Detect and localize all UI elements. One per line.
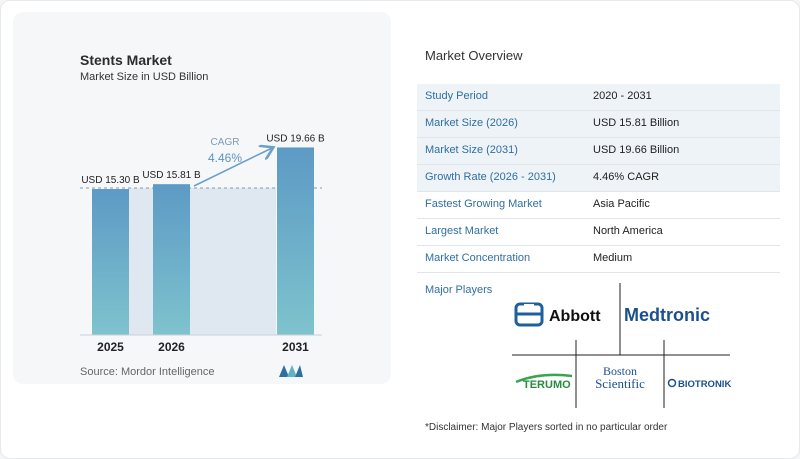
overview-value: 4.46% CAGR	[593, 171, 660, 183]
disclaimer-text: *Disclaimer: Major Players sorted in no …	[425, 422, 668, 433]
bar-chart: USD 15.30 B USD 15.81 B USD 19.66 B 2025 20…	[80, 133, 325, 354]
overview-row-largest-market: Largest Market North America	[417, 219, 780, 246]
cagr-label: CAGR	[211, 137, 240, 148]
bar-2026	[153, 184, 190, 335]
chart-source: Source: Mordor Intelligence	[80, 366, 215, 378]
bar-value-label: USD 15.81 B	[142, 170, 201, 181]
cagr-arrow	[193, 148, 272, 187]
overview-row-market-size-2031: Market Size (2031) USD 19.66 Billion	[417, 138, 780, 165]
overview-value: USD 19.66 Billion	[593, 144, 680, 156]
overview-row-market-size-2026: Market Size (2026) USD 15.81 Billion	[417, 111, 780, 138]
overview-row-fastest-growing: Fastest Growing Market Asia Pacific	[417, 192, 780, 219]
bar-2025	[92, 189, 129, 335]
bar-value-label: USD 19.66 B	[266, 133, 325, 144]
overview-value: North America	[593, 225, 663, 237]
x-tick-label: 2026	[158, 340, 185, 354]
overview-label: Market Size (2031)	[425, 144, 518, 156]
overview-title: Market Overview	[425, 48, 523, 63]
x-tick-label: 2025	[97, 340, 124, 354]
bar-2031	[277, 147, 314, 335]
overview-label: Fastest Growing Market	[425, 198, 542, 210]
overview-row-study-period: Study Period 2020 - 2031	[417, 84, 780, 111]
growth-band	[128, 188, 276, 335]
x-tick-label: 2031	[282, 340, 309, 354]
overview-label: Growth Rate (2026 - 2031)	[425, 171, 556, 183]
overview-label: Market Size (2026)	[425, 117, 518, 129]
overview-label: Market Concentration	[425, 252, 531, 264]
bar-value-label: USD 15.30 B	[81, 175, 140, 186]
mordor-logo-icon	[279, 365, 303, 377]
overview-row-concentration: Market Concentration Medium	[417, 246, 780, 273]
cagr-value: 4.46%	[208, 151, 242, 165]
overview-label: Largest Market	[425, 225, 499, 237]
overview-value: USD 15.81 Billion	[593, 117, 680, 129]
overview-row-growth-rate: Growth Rate (2026 - 2031) 4.46% CAGR	[417, 165, 780, 192]
major-players-title: Major Players	[425, 284, 493, 296]
overview-value: Medium	[593, 252, 633, 264]
overview-label: Study Period	[425, 90, 488, 102]
chart-title: Stents Market	[80, 52, 172, 68]
overview-value: 2020 - 2031	[593, 90, 652, 102]
overview-value: Asia Pacific	[593, 198, 650, 210]
chart-subtitle: Market Size in USD Billion	[80, 71, 209, 83]
